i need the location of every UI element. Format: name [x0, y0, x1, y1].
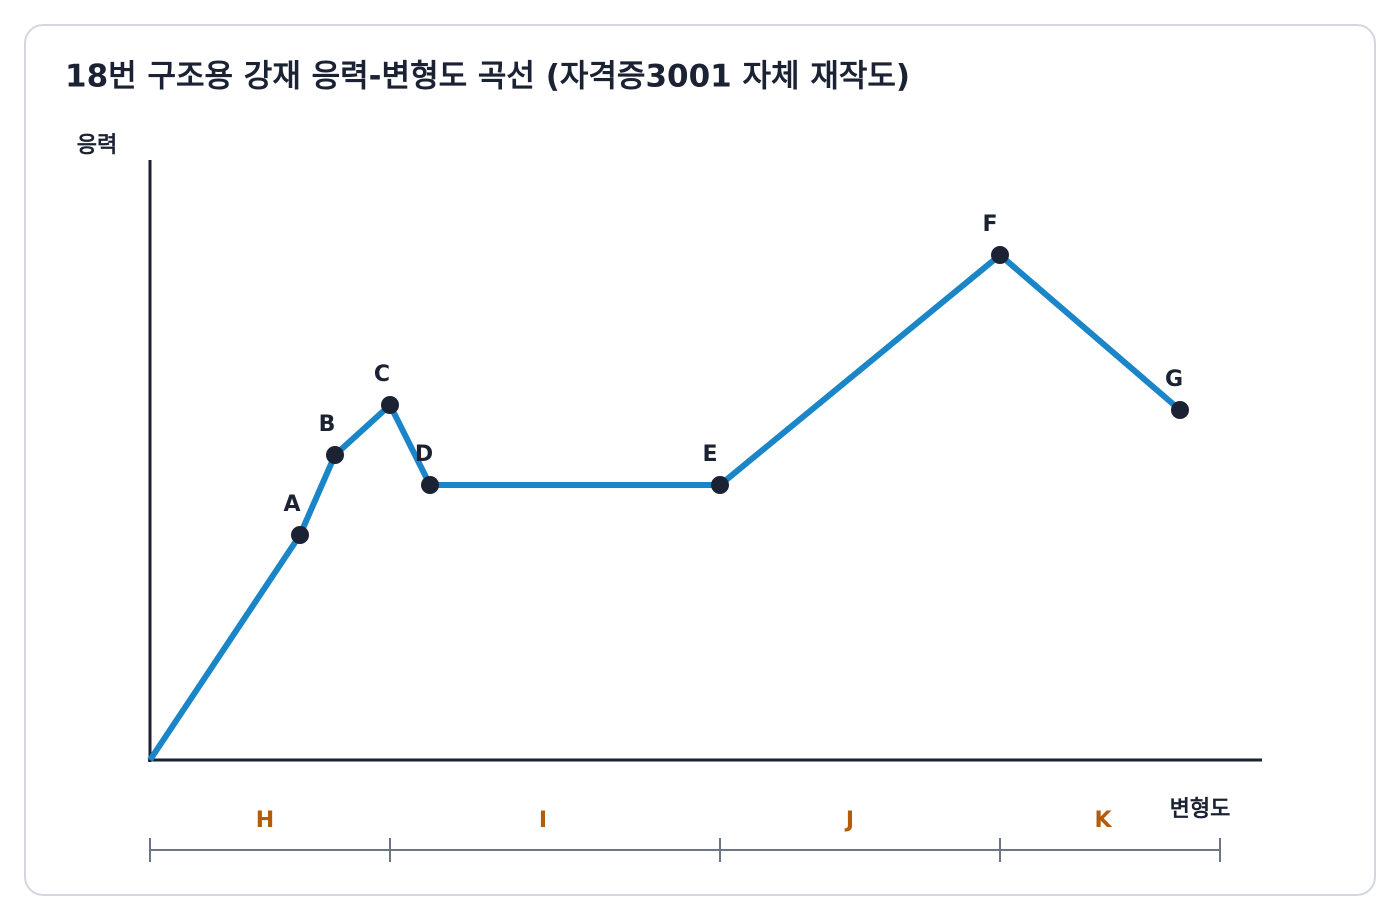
- point-label: F: [982, 212, 997, 237]
- region-label: H: [256, 808, 274, 833]
- point: [991, 246, 1009, 264]
- point-label: C: [374, 362, 390, 387]
- region-label: K: [1094, 808, 1112, 833]
- title: 18번 구조용 강재 응력-변형도 곡선 (자격증3001 자체 재작도): [65, 59, 910, 95]
- point-label: G: [1165, 367, 1183, 392]
- point: [1171, 401, 1189, 419]
- region-label: I: [539, 808, 547, 833]
- point: [291, 526, 309, 544]
- point-label: B: [319, 412, 336, 437]
- curve: [147, 252, 1182, 762]
- card: [24, 24, 1376, 896]
- point-label: D: [415, 442, 433, 467]
- region-label: J: [844, 808, 854, 833]
- point-label: E: [702, 442, 717, 467]
- x-axis-label: 변형도: [1170, 797, 1231, 822]
- point: [381, 396, 399, 414]
- y-axis-label: 응력: [77, 133, 117, 158]
- point-label: A: [283, 492, 300, 517]
- point: [421, 476, 439, 494]
- point: [711, 476, 729, 494]
- point: [326, 446, 344, 464]
